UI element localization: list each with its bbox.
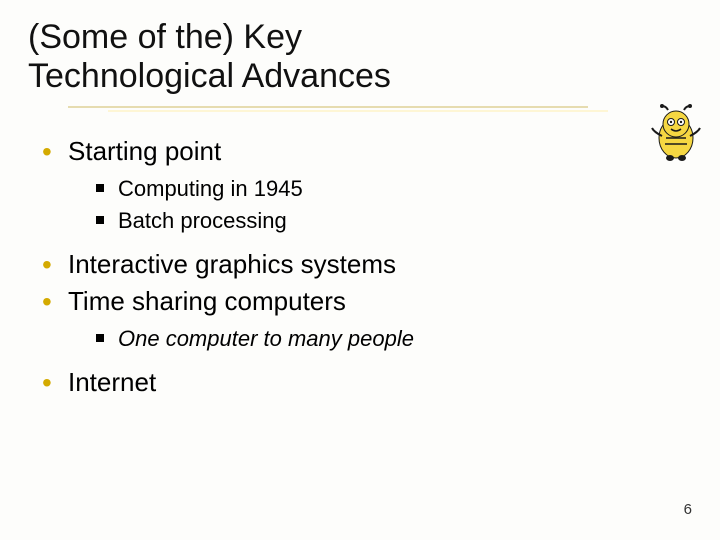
- sub-bullet-item: One computer to many people: [96, 323, 692, 355]
- slide: (Some of the) Key Technological Advances: [0, 0, 720, 540]
- bullet-item: Starting point Computing in 1945 Batch p…: [42, 134, 692, 237]
- bullet-list: Starting point Computing in 1945 Batch p…: [42, 134, 692, 400]
- bullet-text: Starting point: [68, 136, 221, 166]
- title-line-1: (Some of the) Key: [28, 18, 302, 56]
- sub-bullet-list: One computer to many people: [96, 323, 692, 355]
- sub-bullet-text: Computing in 1945: [118, 176, 303, 201]
- title-line-2: Technological Advances: [28, 57, 391, 95]
- slide-title: (Some of the) Key Technological Advances: [28, 18, 692, 96]
- content-area: Starting point Computing in 1945 Batch p…: [28, 134, 692, 400]
- sub-bullet-item: Computing in 1945: [96, 173, 692, 205]
- bullet-item: Internet: [42, 365, 692, 400]
- bullet-item: Interactive graphics systems: [42, 247, 692, 282]
- bullet-text: Time sharing computers: [68, 286, 346, 316]
- page-number: 6: [684, 501, 692, 518]
- bullet-text: Internet: [68, 367, 156, 397]
- bullet-text: Interactive graphics systems: [68, 249, 396, 279]
- underline-graphic: [68, 102, 668, 116]
- sub-bullet-text: One computer to many people: [118, 326, 414, 351]
- title-underline: [68, 102, 668, 116]
- bullet-item: Time sharing computers One computer to m…: [42, 284, 692, 355]
- sub-bullet-text: Batch processing: [118, 208, 287, 233]
- sub-bullet-list: Computing in 1945 Batch processing: [96, 173, 692, 237]
- sub-bullet-item: Batch processing: [96, 205, 692, 237]
